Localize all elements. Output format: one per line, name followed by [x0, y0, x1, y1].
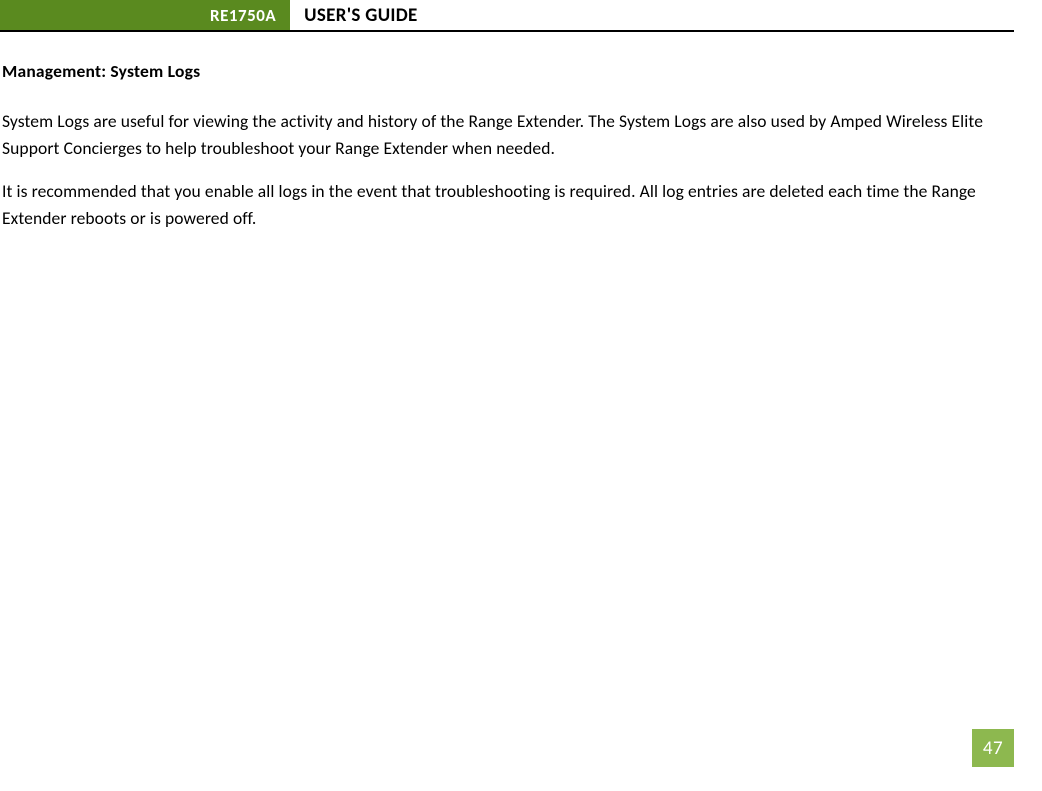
section-heading: Management: System Logs [2, 60, 1014, 82]
guide-title: USER'S GUIDE [290, 0, 417, 30]
model-badge: RE1750A [0, 0, 290, 30]
page-content: Management: System Logs System Logs are … [0, 32, 1042, 233]
body-paragraph-1: System Logs are useful for viewing the a… [2, 108, 1014, 162]
page-header: RE1750A USER'S GUIDE [0, 0, 1014, 32]
body-paragraph-2: It is recommended that you enable all lo… [2, 178, 1014, 232]
page-number: 47 [972, 729, 1014, 767]
